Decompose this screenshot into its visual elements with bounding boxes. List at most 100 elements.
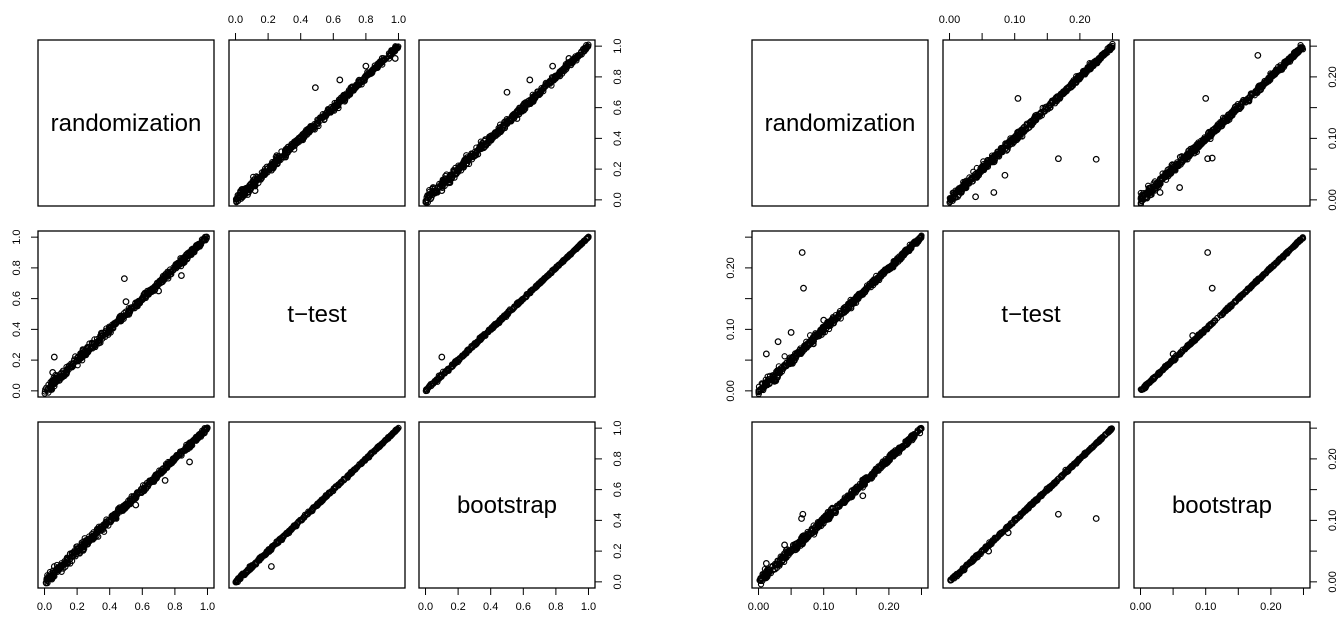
panel-r1-c2	[943, 40, 1119, 206]
y-axis-right-row3: 0.0 0.2 0.4 0.6 0.8 1.0	[595, 420, 624, 589]
panel-r2-c3	[419, 231, 595, 397]
outlier-point	[52, 354, 58, 360]
tick-label: 0.2	[260, 14, 275, 26]
tick-label: 0.0	[37, 601, 52, 613]
outlier-point	[1015, 96, 1021, 102]
point-cloud	[233, 44, 400, 205]
tick-label: 0.4	[612, 131, 624, 146]
tick-label: 0.6	[612, 100, 624, 115]
y-axis-left-row2: 0.00.20.40.60.81.0	[11, 229, 38, 398]
panel-r1-c3	[419, 40, 595, 206]
outlier-point	[799, 250, 805, 256]
tick-label: 0.0	[228, 14, 243, 26]
tick-label: 1.0	[612, 420, 624, 435]
outlier-point	[392, 56, 398, 62]
tick-label: 0.0	[418, 601, 433, 613]
tick-label: 0.0	[612, 192, 624, 207]
tick-label: 0.6	[135, 601, 150, 613]
outlier-point	[1056, 156, 1062, 162]
tick-label: 0.2	[612, 161, 624, 176]
tick-label: 0.8	[612, 69, 624, 84]
tick-label: 0.4	[483, 601, 498, 613]
outlier-point	[439, 354, 445, 360]
outlier-point	[764, 351, 770, 357]
tick-label: 0.6	[612, 482, 624, 497]
outlier-point	[179, 273, 185, 279]
outlier-point	[775, 339, 781, 345]
tick-label: 0.2	[11, 352, 23, 367]
outlier-point	[1203, 96, 1209, 102]
point-cloud	[43, 425, 210, 586]
tick-label: 0.2	[69, 601, 84, 613]
tick-label: 1.0	[11, 229, 23, 244]
tick-label: 0.4	[11, 322, 23, 337]
outlier-point	[337, 77, 343, 83]
tick-label: 0.6	[516, 601, 531, 613]
tick-label: 0.4	[102, 601, 117, 613]
x-axis-bottom-col3: 0.0 0.2 0.4 0.6 0.8 1.0	[418, 588, 596, 613]
tick-label: 1.0	[200, 601, 215, 613]
diagonal-label-3: bootstrap	[457, 492, 557, 519]
diagonal-label-2: t−test	[287, 301, 347, 328]
tick-label: 0.8	[612, 451, 624, 466]
tick-label: 0.2	[612, 543, 624, 558]
outlier-point	[269, 564, 275, 570]
point-cloud	[42, 234, 209, 396]
point-cloud	[1138, 235, 1305, 393]
outlier-point	[162, 478, 168, 484]
y-axis-right-row1: 0.0 0.2 0.4 0.6 0.8 1.0	[595, 38, 624, 207]
panel-r3-c2	[229, 422, 405, 588]
panel-r1-c1: randomization	[38, 40, 214, 206]
outlier-point	[550, 63, 556, 69]
outlier-point	[1177, 185, 1183, 191]
outlier-point	[122, 276, 128, 282]
panel-r3-c3: bootstrap	[419, 422, 595, 588]
tick-label: 0.8	[11, 260, 23, 275]
point-cloud	[947, 41, 1115, 205]
left-pairs-matrix: randomization t−test bootstrap 0.0 0.2 0.4 0.6…	[11, 14, 624, 613]
outlier-point	[973, 194, 979, 200]
data-point	[782, 354, 787, 359]
panel-r1-c3	[1134, 40, 1310, 207]
panel-r2-c3	[1134, 231, 1310, 397]
tick-label: 0.0	[11, 383, 23, 398]
tick-label: 0.6	[326, 14, 341, 26]
panel-r2-c2: t−test	[943, 231, 1119, 397]
tick-label: 0.0	[612, 574, 624, 589]
outlier-point	[1255, 53, 1261, 59]
outlier-point	[123, 299, 129, 305]
point-cloud	[233, 425, 401, 585]
panel-r1-c2	[229, 40, 405, 206]
point-cloud	[423, 42, 591, 205]
outlier-point	[363, 63, 369, 69]
panel-r2-c1	[38, 231, 214, 397]
outlier-point	[1157, 190, 1163, 196]
tick-label: 1.0	[612, 38, 624, 53]
tick-label: 0.8	[548, 601, 563, 613]
outlier-point	[504, 89, 510, 95]
diagonal-label-1: randomization	[51, 110, 202, 137]
tick-label: 0.4	[293, 14, 308, 26]
diagonal-label-1: randomization	[765, 110, 916, 137]
outlier-point	[1002, 172, 1008, 178]
point-cloud	[756, 233, 924, 397]
panel-r2-c2: t−test	[229, 231, 405, 397]
outlier-point	[527, 77, 533, 83]
outlier-point	[133, 502, 139, 508]
tick-label: 0.2	[450, 601, 465, 613]
tick-label: 1.0	[391, 14, 406, 26]
outlier-point	[788, 330, 794, 336]
tick-label: 1.0	[581, 601, 596, 613]
panel-r1-c1: randomization	[752, 40, 928, 206]
outlier-point	[1093, 156, 1099, 162]
point-cloud	[1138, 43, 1305, 207]
tick-label: 0.4	[612, 513, 624, 528]
outlier-point	[187, 459, 193, 465]
diagonal-label-2: t−test	[1001, 301, 1061, 328]
panel-r3-c1	[38, 422, 214, 588]
